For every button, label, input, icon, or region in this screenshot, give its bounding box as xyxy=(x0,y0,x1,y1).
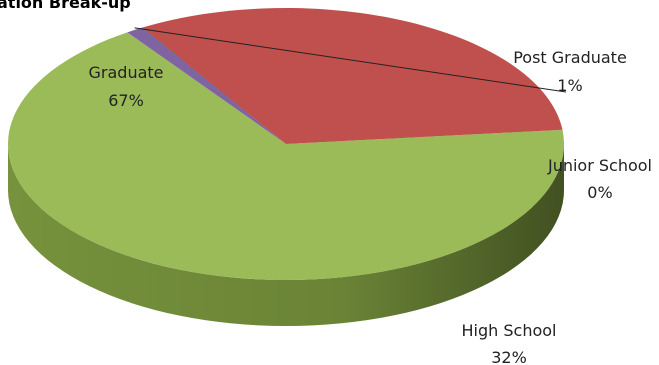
slice-value-graduate: 67% xyxy=(108,91,144,110)
slice-value-junior-school: 0% xyxy=(587,183,612,202)
pie-slice-junior-school[interactable] xyxy=(141,27,286,144)
slice-label-junior-school: Junior School xyxy=(547,156,652,175)
slice-label-high-school: High School xyxy=(462,321,557,340)
slice-value-high-school: 32% xyxy=(491,348,527,365)
pie-slice-post-graduate[interactable] xyxy=(127,27,286,145)
pie-slice-high-school[interactable] xyxy=(141,7,563,144)
pie-labels: Graduate 67% Post Graduate 1% Junior School 0… xyxy=(89,27,652,365)
pie-side-graduate-shade xyxy=(8,144,564,326)
slice-label-graduate: Graduate xyxy=(89,63,164,82)
slice-label-post-graduate: Post Graduate xyxy=(513,48,627,67)
slice-value-post-graduate: 1% xyxy=(557,76,582,95)
pie-sides xyxy=(8,144,564,326)
chart-title: ation Break-up xyxy=(0,0,131,12)
pie-tops xyxy=(8,7,565,280)
pie-slice-graduate[interactable] xyxy=(8,32,565,280)
leader-line-post-graduate xyxy=(134,27,567,93)
